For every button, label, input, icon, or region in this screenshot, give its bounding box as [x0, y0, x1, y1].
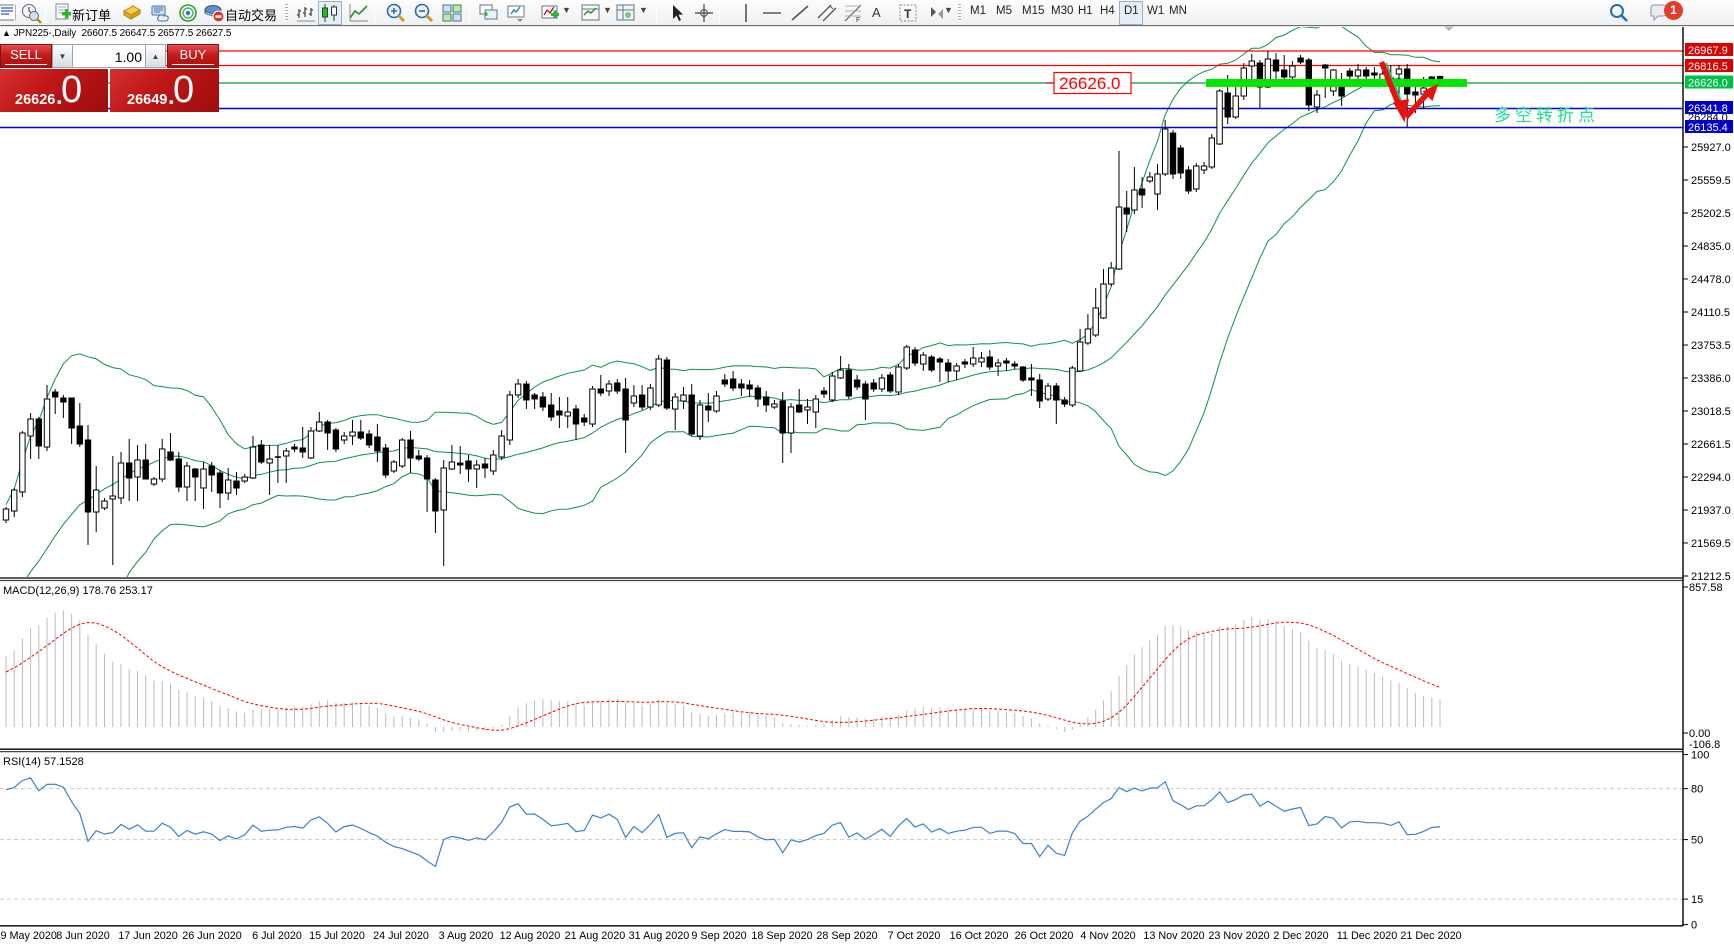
svg-text:26135.4: 26135.4 [1688, 122, 1728, 134]
svg-text:25202.5: 25202.5 [1691, 208, 1731, 220]
svg-text:21212.5: 21212.5 [1691, 571, 1731, 583]
svg-text:RSI(14) 57.1528: RSI(14) 57.1528 [3, 756, 84, 768]
svg-text:21 Aug 2020: 21 Aug 2020 [565, 930, 626, 942]
svg-text:24 Jul 2020: 24 Jul 2020 [373, 930, 429, 942]
svg-text:0.00: 0.00 [1689, 728, 1710, 740]
svg-text:80: 80 [1691, 784, 1703, 796]
svg-text:15: 15 [1691, 894, 1703, 906]
svg-text:25559.5: 25559.5 [1691, 175, 1731, 187]
svg-text:26341.8: 26341.8 [1688, 103, 1728, 115]
svg-text:22661.5: 22661.5 [1691, 439, 1731, 451]
svg-text:857.58: 857.58 [1689, 582, 1723, 594]
svg-text:23018.5: 23018.5 [1691, 406, 1731, 418]
svg-text:F: F [856, 17, 860, 24]
svg-text:T: T [904, 7, 912, 21]
svg-text:3 Aug 2020: 3 Aug 2020 [439, 930, 494, 942]
svg-text:23386.0: 23386.0 [1691, 373, 1731, 385]
svg-text:21937.0: 21937.0 [1691, 505, 1731, 517]
svg-text:4 Nov 2020: 4 Nov 2020 [1080, 930, 1135, 942]
svg-text:29 May 2020: 29 May 2020 [0, 930, 57, 942]
svg-text:26626.0: 26626.0 [1688, 78, 1728, 90]
svg-text:31 Aug 2020: 31 Aug 2020 [629, 930, 690, 942]
svg-text:6 Jul 2020: 6 Jul 2020 [252, 930, 302, 942]
svg-text:50: 50 [1691, 835, 1703, 847]
svg-text:23 Nov 2020: 23 Nov 2020 [1208, 930, 1269, 942]
svg-text:7 Oct 2020: 7 Oct 2020 [888, 930, 941, 942]
svg-text:-106.8: -106.8 [1689, 739, 1720, 751]
svg-text:8 Jun 2020: 8 Jun 2020 [56, 930, 109, 942]
svg-text:26 Oct 2020: 26 Oct 2020 [1015, 930, 1074, 942]
svg-text:21569.5: 21569.5 [1691, 538, 1731, 550]
svg-text:11 Dec 2020: 11 Dec 2020 [1337, 930, 1397, 942]
svg-text:多空转折点: 多空转折点 [1494, 106, 1599, 125]
svg-text:26 Jun 2020: 26 Jun 2020 [182, 930, 241, 942]
svg-text:25927.0: 25927.0 [1691, 142, 1731, 154]
svg-text:100: 100 [1691, 750, 1709, 762]
svg-text:24110.5: 24110.5 [1691, 307, 1730, 319]
svg-text:2 Dec 2020: 2 Dec 2020 [1273, 930, 1328, 942]
svg-text:23753.5: 23753.5 [1691, 340, 1731, 352]
svg-text:0: 0 [1691, 920, 1697, 932]
svg-text:15 Jul 2020: 15 Jul 2020 [309, 930, 365, 942]
svg-text:26816.5: 26816.5 [1688, 61, 1728, 73]
svg-text:9 Sep 2020: 9 Sep 2020 [691, 930, 746, 942]
svg-text:16 Oct 2020: 16 Oct 2020 [950, 930, 1009, 942]
svg-text:26967.9: 26967.9 [1688, 45, 1728, 57]
svg-text:MACD(12,26,9) 178.76 253.17: MACD(12,26,9) 178.76 253.17 [3, 585, 153, 597]
svg-text:22294.0: 22294.0 [1691, 472, 1731, 484]
svg-text:18 Sep 2020: 18 Sep 2020 [751, 930, 812, 942]
svg-text:26626.0: 26626.0 [1059, 74, 1120, 93]
svg-text:17 Jun 2020: 17 Jun 2020 [118, 930, 177, 942]
svg-text:28 Sep 2020: 28 Sep 2020 [816, 930, 877, 942]
svg-text:24835.0: 24835.0 [1691, 241, 1731, 253]
svg-text:24478.0: 24478.0 [1691, 274, 1731, 286]
svg-text:21 Dec 2020: 21 Dec 2020 [1400, 930, 1461, 942]
svg-text:12 Aug 2020: 12 Aug 2020 [500, 930, 561, 942]
svg-text:13 Nov 2020: 13 Nov 2020 [1143, 930, 1204, 942]
